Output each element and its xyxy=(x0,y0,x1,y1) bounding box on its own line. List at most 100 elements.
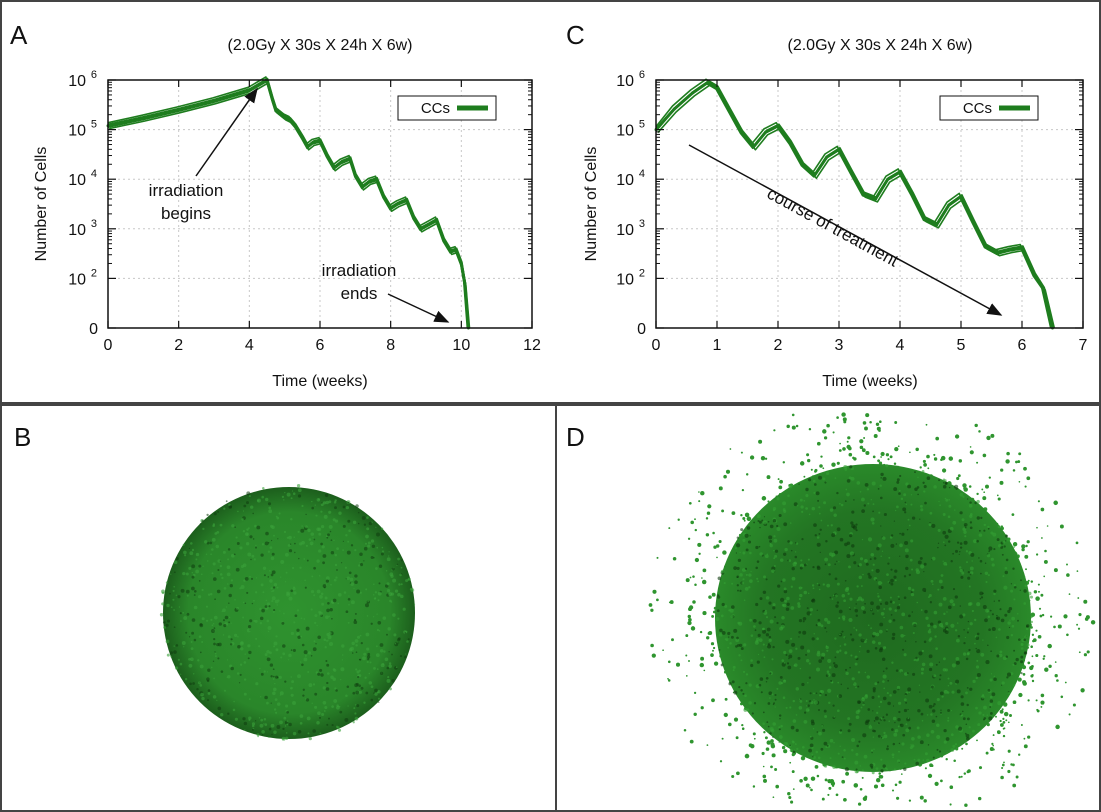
cell-dot xyxy=(1026,643,1030,647)
cell-dot xyxy=(237,510,239,513)
cell-dot xyxy=(376,546,379,549)
cell-dot xyxy=(861,539,864,541)
cell-dot xyxy=(748,573,752,577)
cell-dot xyxy=(875,767,879,770)
cell-dot xyxy=(213,615,218,620)
cell-dot xyxy=(311,575,314,578)
cell-dot xyxy=(991,563,995,567)
chart-a-x-ticks: 0 2 4 6 8 10 12 xyxy=(104,80,541,354)
cell-dot xyxy=(944,544,947,547)
cell-dot xyxy=(183,616,188,621)
cell-dot xyxy=(320,673,324,677)
cell-dot xyxy=(286,720,289,723)
cell-dot xyxy=(248,495,251,498)
cell-dot xyxy=(1001,553,1004,556)
cell-dot xyxy=(191,572,193,574)
cell-dot xyxy=(382,616,387,620)
scattered-cell-dot xyxy=(974,423,978,428)
scattered-cell-dot xyxy=(923,799,927,803)
cell-dot xyxy=(765,633,770,637)
cell-dot xyxy=(1011,616,1015,621)
cell-dot xyxy=(193,589,197,593)
cell-dot xyxy=(354,574,358,578)
scattered-cell-dot xyxy=(1024,554,1029,559)
cell-dot xyxy=(903,708,908,713)
cell-dot xyxy=(850,476,855,481)
cell-dot xyxy=(244,576,249,581)
series-point xyxy=(459,262,463,265)
cell-dot xyxy=(887,679,890,682)
series-point xyxy=(177,108,181,112)
cell-dot xyxy=(890,534,894,537)
cell-dot xyxy=(354,716,359,721)
scattered-cell-dot xyxy=(814,765,819,769)
cell-dot xyxy=(366,527,370,531)
cell-dot xyxy=(890,543,895,548)
series-point xyxy=(353,173,357,177)
x-tick-label: 10 xyxy=(452,337,470,354)
scattered-cell-dot xyxy=(1027,579,1030,582)
scattered-cell-dot xyxy=(957,474,961,478)
scattered-cell-dot xyxy=(949,785,954,790)
cell-dot xyxy=(391,567,395,571)
cell-dot xyxy=(947,709,951,712)
cell-dot xyxy=(356,589,361,594)
cell-dot xyxy=(812,587,815,590)
cell-dot xyxy=(306,559,309,562)
cell-dot xyxy=(324,705,328,710)
cell-dot xyxy=(993,589,997,593)
cell-dot xyxy=(309,541,314,546)
series-point xyxy=(715,86,719,90)
cell-dot xyxy=(838,609,843,614)
cell-dot xyxy=(765,676,769,680)
cell-dot xyxy=(798,597,801,601)
scattered-cell-dot xyxy=(651,653,656,658)
scattered-cell-dot xyxy=(1078,613,1082,617)
cell-dot xyxy=(290,649,293,651)
cell-dot xyxy=(217,657,220,660)
cell-dot xyxy=(860,585,863,587)
cell-dot xyxy=(387,627,391,631)
cell-dot xyxy=(363,652,367,656)
y-tick-label: 10 xyxy=(68,271,86,288)
cell-dot xyxy=(855,710,860,715)
cell-dot xyxy=(779,675,783,679)
cell-dot xyxy=(851,524,856,529)
cell-dot xyxy=(202,527,205,531)
cell-dot xyxy=(377,591,382,596)
cell-dot xyxy=(844,542,848,547)
cell-dot xyxy=(820,624,824,628)
series-line-ccs-run-4 xyxy=(657,84,1056,329)
cell-dot xyxy=(829,738,834,743)
cell-dot xyxy=(892,632,896,637)
cell-dot xyxy=(783,650,787,655)
cell-dot xyxy=(796,747,799,751)
cell-dot xyxy=(801,745,805,749)
scattered-cell-dot xyxy=(948,456,954,461)
cell-dot xyxy=(297,674,301,679)
cell-dot xyxy=(980,596,984,599)
cell-dot xyxy=(320,542,323,546)
scattered-cell-dot xyxy=(721,509,725,513)
cell-dot xyxy=(923,571,925,573)
scattered-cell-dot xyxy=(1002,717,1005,721)
cell-dot xyxy=(805,653,808,656)
cell-dot xyxy=(307,651,312,655)
scattered-cell-dot xyxy=(731,511,736,515)
cell-dot xyxy=(278,512,281,515)
cell-dot xyxy=(920,712,924,716)
scattered-cell-dot xyxy=(1035,553,1039,556)
cell-dot xyxy=(959,542,963,545)
x-tick-label: 0 xyxy=(652,337,661,354)
cell-dot xyxy=(927,624,931,628)
cell-dot xyxy=(867,719,870,722)
scattered-cell-dot xyxy=(772,796,775,799)
cell-dot xyxy=(926,476,931,480)
cell-dot xyxy=(286,723,289,726)
scattered-cell-dot xyxy=(922,459,926,463)
cell-dot xyxy=(378,630,381,632)
cell-dot xyxy=(163,626,167,629)
cell-dot xyxy=(959,605,962,607)
cell-dot xyxy=(355,690,360,695)
cell-dot xyxy=(246,501,249,505)
